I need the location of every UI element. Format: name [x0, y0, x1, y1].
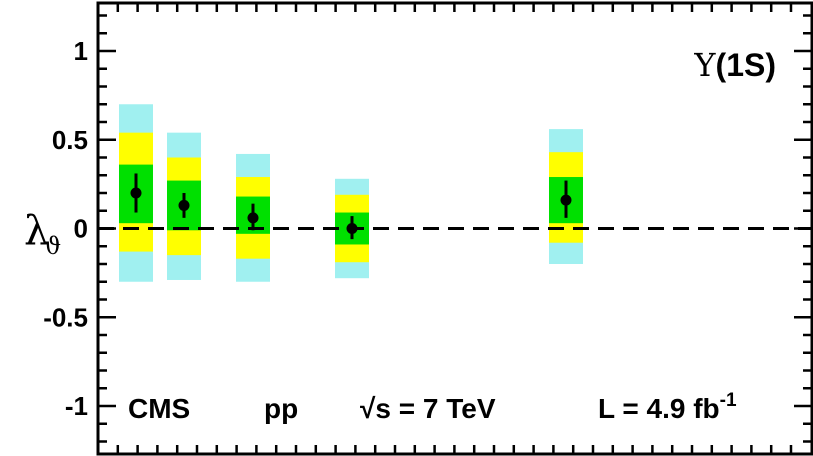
luminosity-label: L = 4.9 fb-1 — [598, 390, 737, 424]
experiment-label: CMS — [128, 393, 190, 424]
axis-ticks — [98, 3, 812, 454]
y-tick-label: 1 — [74, 36, 88, 66]
data-point-1 — [130, 187, 142, 199]
chart-title: Υ(1S) — [693, 46, 776, 84]
y-tick-label: -1 — [65, 391, 88, 421]
data-points — [130, 187, 572, 234]
data-point-2 — [178, 199, 190, 211]
y-tick-label: 0 — [74, 214, 88, 244]
y-axis-label-subscript: ϑ — [44, 232, 61, 260]
energy-label: √s = 7 TeV — [360, 393, 496, 424]
y-tick-label: -0.5 — [43, 302, 88, 332]
y-tick-label: 0.5 — [52, 125, 88, 155]
data-point-3 — [247, 212, 259, 224]
collision-label: pp — [264, 393, 298, 424]
data-point-4 — [346, 223, 358, 234]
uncertainty-bands — [119, 104, 583, 282]
data-point-5 — [560, 194, 572, 206]
y-tick-labels: 1 0.5 0 -0.5 -1 — [43, 36, 88, 421]
y-axis-label: λ — [24, 208, 49, 254]
